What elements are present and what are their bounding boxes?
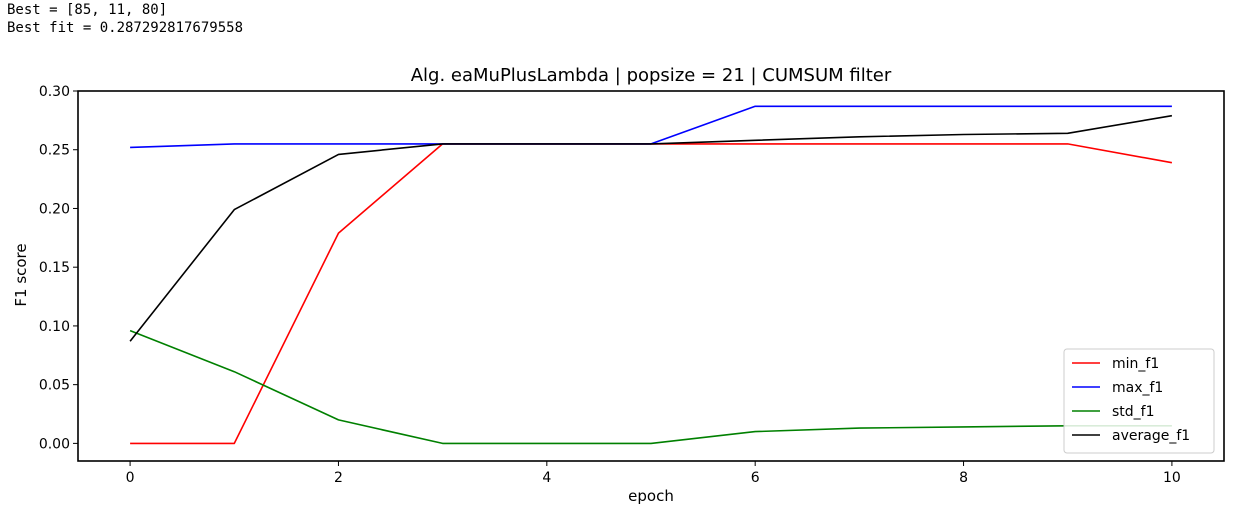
chart-title: Alg. eaMuPlusLambda | popsize = 21 | CUM… xyxy=(411,65,892,86)
y-axis-label: F1 score xyxy=(12,243,30,306)
series-line-min_f1 xyxy=(130,143,1173,445)
x-axis-label: epoch xyxy=(628,487,674,505)
y-tick-label: 0.20 xyxy=(39,201,70,217)
series-line-std_f1 xyxy=(129,329,1172,445)
best-fit-output-line: Best fit = 0.287292817679558 xyxy=(7,20,244,36)
legend-label-max_f1: max_f1 xyxy=(1112,380,1163,396)
y-tick-label: 0.10 xyxy=(39,319,70,335)
legend-label-average_f1: average_f1 xyxy=(1112,428,1190,444)
x-tick-label: 2 xyxy=(334,470,343,486)
x-tick-label: 10 xyxy=(1163,470,1181,486)
x-tick-label: 0 xyxy=(126,470,135,486)
x-tick-label: 8 xyxy=(959,470,968,486)
legend-label-std_f1: std_f1 xyxy=(1112,404,1155,420)
plot-frame xyxy=(77,90,1225,462)
best-output-line: Best = [85, 11, 80] xyxy=(7,2,168,18)
y-tick-label: 0.30 xyxy=(39,84,70,100)
y-tick-label: 0.25 xyxy=(39,143,70,159)
legend-box xyxy=(1063,348,1215,454)
series-line-average_f1 xyxy=(129,114,1173,342)
y-tick-label: 0.15 xyxy=(39,260,70,276)
y-tick-label: 0.00 xyxy=(39,436,70,452)
series-line-max_f1 xyxy=(130,105,1172,149)
y-tick-label: 0.05 xyxy=(39,378,70,394)
x-tick-label: 4 xyxy=(542,470,551,486)
legend-label-min_f1: min_f1 xyxy=(1112,356,1159,372)
x-tick-label: 6 xyxy=(751,470,760,486)
